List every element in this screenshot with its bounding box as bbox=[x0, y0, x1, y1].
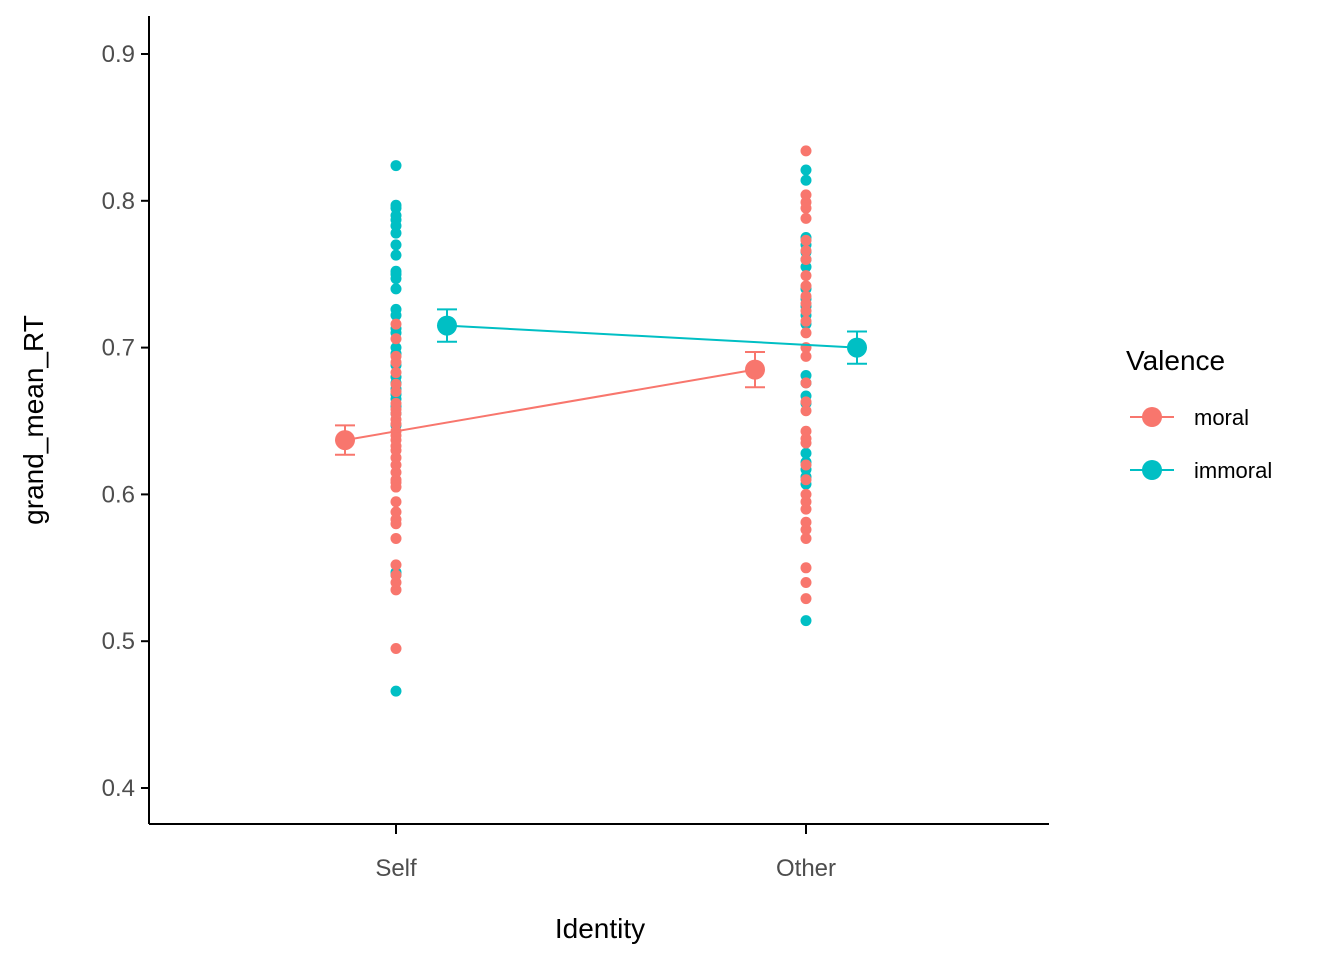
x-ticks: Self Other bbox=[375, 824, 836, 882]
raw-point-moral bbox=[390, 333, 402, 345]
raw-point-moral bbox=[800, 474, 812, 486]
mean-point-immoral bbox=[437, 315, 457, 336]
x-axis-title: Identity bbox=[555, 913, 645, 944]
raw-point-moral bbox=[390, 367, 402, 379]
legend-label: immoral bbox=[1194, 458, 1272, 483]
legend-title: Valence bbox=[1126, 345, 1225, 376]
legend-key-point bbox=[1142, 460, 1162, 480]
y-tick-label: 0.7 bbox=[102, 335, 135, 362]
raw-point-immoral bbox=[800, 174, 812, 186]
raw-point-moral bbox=[800, 488, 812, 500]
raw-point-immoral bbox=[390, 199, 402, 211]
raw-point-moral bbox=[800, 516, 812, 528]
mean-point-moral bbox=[335, 430, 355, 451]
raw-point-moral bbox=[800, 425, 812, 437]
raw-point-moral bbox=[390, 350, 402, 362]
legend-key-point bbox=[1142, 407, 1162, 427]
raw-point-immoral bbox=[390, 342, 402, 354]
raw-point-moral bbox=[800, 254, 812, 266]
y-tick-label: 0.5 bbox=[102, 628, 135, 655]
x-tick-label: Other bbox=[776, 855, 836, 882]
raw-point-moral bbox=[390, 397, 402, 409]
raw-point-moral bbox=[800, 405, 812, 417]
error-bars bbox=[335, 308, 867, 456]
raw-point-moral bbox=[800, 532, 812, 544]
raw-point-moral bbox=[800, 396, 812, 408]
mean-line-immoral bbox=[446, 324, 858, 349]
y-axis-title: grand_mean_RT bbox=[18, 315, 49, 525]
legend-items: moral immoral bbox=[1130, 405, 1272, 483]
raw-point-moral bbox=[800, 212, 812, 224]
raw-point-moral bbox=[390, 318, 402, 330]
raw-point-moral bbox=[800, 290, 812, 302]
raw-point-immoral bbox=[800, 164, 812, 176]
mean-point-immoral bbox=[847, 337, 867, 358]
raw-point-moral bbox=[800, 234, 812, 246]
axes: 0.4 0.5 0.6 0.7 0.8 0.9 Self Other bbox=[102, 16, 1049, 882]
raw-point-moral bbox=[390, 532, 402, 544]
mean-points bbox=[335, 315, 867, 451]
raw-point-immoral bbox=[390, 283, 402, 295]
raw-point-moral bbox=[800, 576, 812, 588]
mean-lines bbox=[344, 324, 858, 442]
raw-point-moral bbox=[390, 569, 402, 581]
raw-point-moral bbox=[390, 378, 402, 390]
raw-point-moral bbox=[800, 377, 812, 389]
raw-point-moral bbox=[800, 189, 812, 201]
raw-point-immoral bbox=[390, 265, 402, 277]
raw-point-moral bbox=[800, 562, 812, 574]
raw-point-moral bbox=[800, 315, 812, 327]
legend-item-moral: moral bbox=[1130, 405, 1249, 430]
mean-point-moral bbox=[745, 359, 765, 380]
legend-label: moral bbox=[1194, 405, 1249, 430]
raw-point-moral bbox=[800, 350, 812, 362]
raw-point-immoral bbox=[390, 303, 402, 315]
raw-point-moral bbox=[800, 280, 812, 292]
raw-point-moral bbox=[390, 506, 402, 518]
raw-point-moral bbox=[390, 643, 402, 655]
legend-item-immoral: immoral bbox=[1130, 458, 1272, 483]
raw-point-moral bbox=[800, 245, 812, 257]
raw-point-moral bbox=[390, 496, 402, 508]
raw-point-immoral bbox=[800, 615, 812, 627]
raw-point-immoral bbox=[390, 685, 402, 697]
raw-point-moral bbox=[800, 270, 812, 282]
x-tick-label: Self bbox=[375, 855, 417, 882]
y-tick-label: 0.8 bbox=[102, 188, 135, 215]
y-tick-label: 0.6 bbox=[102, 481, 135, 508]
raw-point-moral bbox=[800, 145, 812, 157]
raw-point-immoral bbox=[390, 160, 402, 172]
y-tick-label: 0.4 bbox=[102, 775, 135, 802]
y-tick-label: 0.9 bbox=[102, 41, 135, 68]
raw-point-immoral bbox=[800, 447, 812, 459]
raw-point-immoral bbox=[390, 249, 402, 261]
raw-point-moral bbox=[800, 459, 812, 471]
legend: Valence moral immoral bbox=[1126, 345, 1272, 483]
raw-point-immoral bbox=[390, 239, 402, 251]
raw-point-moral bbox=[800, 327, 812, 339]
raw-point-moral bbox=[800, 593, 812, 605]
y-ticks: 0.4 0.5 0.6 0.7 0.8 0.9 bbox=[102, 41, 149, 802]
mean-line-moral bbox=[344, 368, 756, 442]
raw-points bbox=[390, 145, 812, 697]
raw-point-moral bbox=[390, 559, 402, 571]
